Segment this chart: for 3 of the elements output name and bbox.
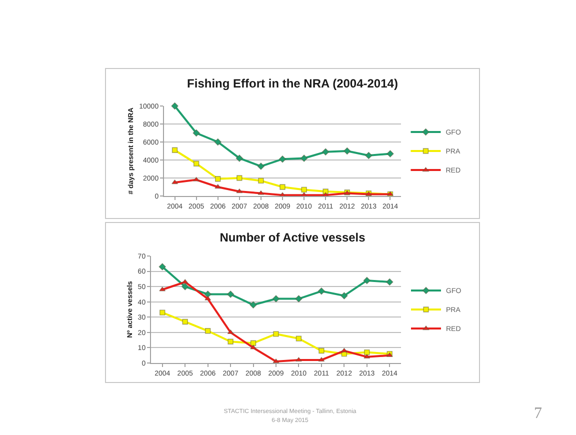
chart-title: Fishing Effort in the NRA (2004-2014)	[187, 76, 398, 90]
text: 7	[534, 405, 542, 423]
chart-title: Number of Active vessels	[220, 230, 366, 244]
